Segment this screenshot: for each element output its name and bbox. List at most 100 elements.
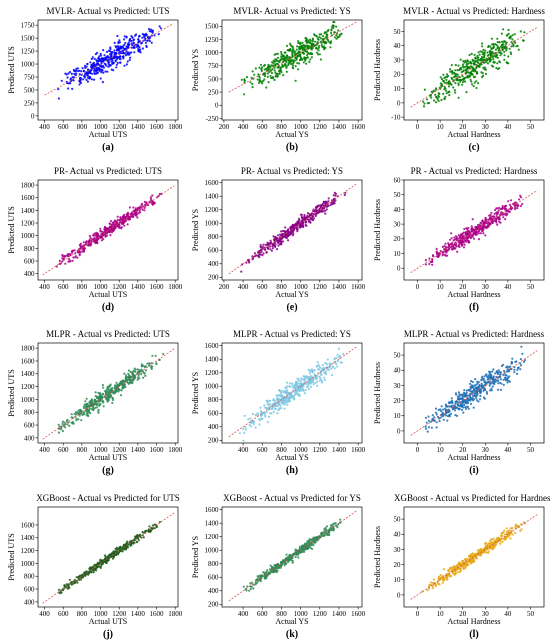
data-point xyxy=(444,75,447,79)
data-point xyxy=(448,402,451,405)
data-point xyxy=(480,222,483,225)
data-point xyxy=(477,230,480,233)
data-point xyxy=(119,216,122,219)
data-point xyxy=(57,423,60,426)
plot-frame xyxy=(37,506,179,608)
data-point xyxy=(505,204,508,207)
data-point xyxy=(478,53,481,56)
data-point xyxy=(297,384,300,387)
x-tick-label: 1600 xyxy=(351,446,366,454)
data-point xyxy=(309,538,313,542)
data-point xyxy=(323,47,326,50)
data-point xyxy=(473,232,476,235)
data-point xyxy=(127,382,130,385)
data-point xyxy=(431,260,434,263)
data-point xyxy=(484,68,487,71)
data-point xyxy=(80,410,83,413)
data-point xyxy=(253,252,256,255)
data-point xyxy=(452,76,456,79)
data-point xyxy=(336,36,340,39)
data-point xyxy=(328,368,331,371)
data-point xyxy=(123,372,126,375)
data-point xyxy=(289,554,292,557)
data-point xyxy=(109,220,113,223)
data-point xyxy=(68,71,72,74)
y-tick-label: 1200 xyxy=(205,369,220,377)
data-point xyxy=(333,31,336,34)
data-point xyxy=(245,76,249,79)
data-point xyxy=(507,379,510,382)
data-point xyxy=(492,375,496,378)
data-point xyxy=(122,46,125,50)
data-point xyxy=(470,80,473,83)
data-point xyxy=(517,48,520,51)
data-point xyxy=(432,255,435,258)
data-point xyxy=(61,422,64,425)
data-point xyxy=(497,209,500,212)
data-point xyxy=(249,81,252,84)
data-point xyxy=(308,213,311,216)
data-point xyxy=(489,54,492,57)
data-point xyxy=(119,58,122,61)
data-point xyxy=(153,523,156,526)
data-point xyxy=(262,571,265,574)
x-tick-label: 50 xyxy=(527,283,535,291)
data-point xyxy=(123,43,126,47)
data-point xyxy=(318,45,321,48)
data-point xyxy=(269,65,272,69)
data-point xyxy=(450,64,453,67)
data-point xyxy=(337,29,340,32)
data-point xyxy=(276,234,280,237)
y-tick-label: 1400 xyxy=(205,356,220,364)
data-point xyxy=(110,231,114,234)
x-axis-label: Actual UTS xyxy=(89,617,127,626)
data-point xyxy=(291,64,294,67)
data-point xyxy=(519,204,523,208)
data-point xyxy=(71,87,74,90)
data-point xyxy=(107,388,110,391)
x-tick-label: 800 xyxy=(276,283,287,291)
data-point xyxy=(326,358,329,361)
data-point xyxy=(332,528,335,531)
data-point xyxy=(267,81,270,84)
x-tick-label: 800 xyxy=(77,283,88,291)
data-point xyxy=(461,393,464,396)
data-point xyxy=(100,564,103,568)
data-point xyxy=(91,72,94,75)
scatter-points xyxy=(240,20,343,96)
data-point xyxy=(322,35,325,38)
data-point xyxy=(460,71,463,74)
data-point xyxy=(469,61,472,64)
data-point xyxy=(304,388,307,392)
data-point xyxy=(263,413,266,416)
data-point xyxy=(283,407,286,410)
data-point xyxy=(491,51,495,54)
data-point xyxy=(251,412,255,416)
data-point xyxy=(139,211,142,214)
data-point xyxy=(424,416,428,419)
data-point xyxy=(130,42,133,45)
data-point xyxy=(266,420,269,424)
data-point xyxy=(111,557,115,560)
data-point xyxy=(342,352,345,355)
data-point xyxy=(74,255,77,258)
data-point xyxy=(454,63,457,67)
data-point xyxy=(269,241,273,244)
data-point xyxy=(99,64,103,67)
data-point xyxy=(83,413,86,416)
data-point xyxy=(296,222,299,225)
data-point xyxy=(519,30,522,33)
data-point xyxy=(499,54,502,57)
data-point xyxy=(84,409,87,412)
data-point xyxy=(462,231,465,234)
data-point xyxy=(444,407,447,410)
data-point xyxy=(258,419,262,422)
x-tick-label: 30 xyxy=(482,446,490,454)
data-point xyxy=(79,242,82,245)
data-point xyxy=(509,51,512,54)
scatter-points xyxy=(57,520,161,595)
data-point xyxy=(150,367,153,371)
data-point xyxy=(424,425,427,428)
